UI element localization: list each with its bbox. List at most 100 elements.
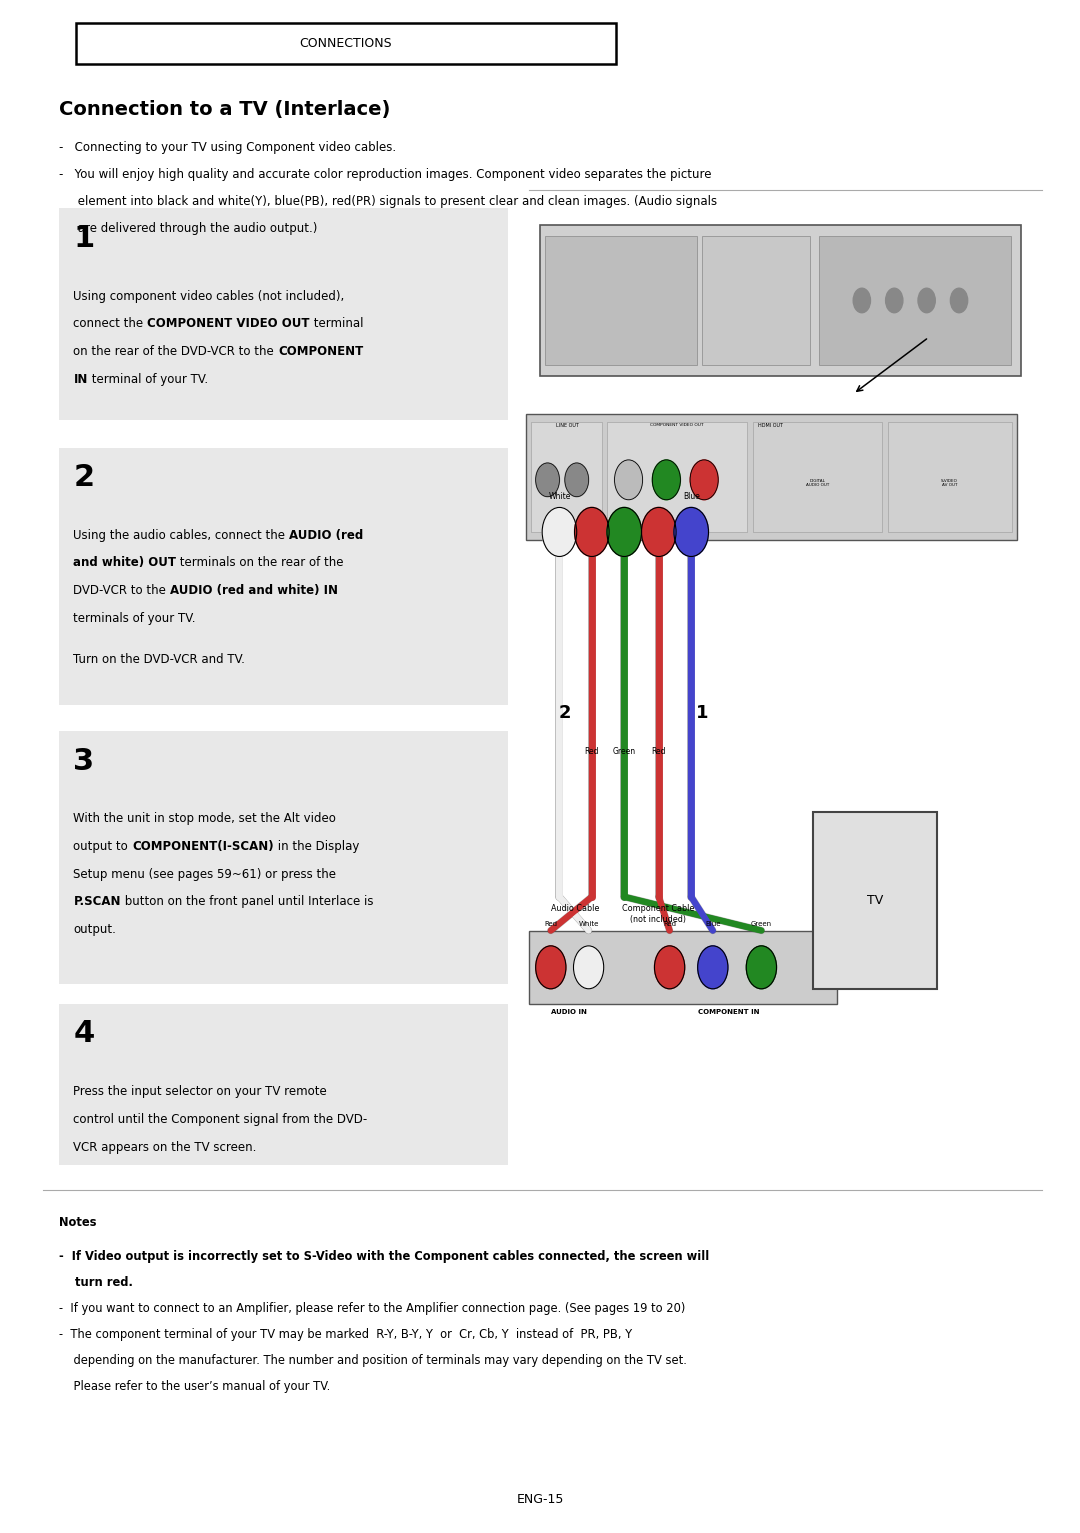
Text: 3: 3 [73,747,95,776]
FancyBboxPatch shape [59,448,508,705]
Circle shape [674,507,708,556]
Text: DIGITAL
AUDIO OUT: DIGITAL AUDIO OUT [806,478,829,487]
Circle shape [642,507,676,556]
Text: COMPONENT VIDEO OUT: COMPONENT VIDEO OUT [650,423,704,428]
Text: terminals on the rear of the: terminals on the rear of the [176,556,343,569]
FancyBboxPatch shape [545,236,697,365]
Text: Green: Green [751,921,772,927]
FancyBboxPatch shape [526,414,1017,540]
FancyBboxPatch shape [529,931,837,1004]
Text: COMPONENT: COMPONENT [278,345,363,357]
Text: 4: 4 [73,1019,95,1049]
Circle shape [950,288,968,313]
Circle shape [690,460,718,500]
Text: Red: Red [663,921,676,927]
FancyBboxPatch shape [59,208,508,420]
Text: terminal of your TV.: terminal of your TV. [87,373,208,385]
FancyBboxPatch shape [702,236,810,365]
FancyBboxPatch shape [607,422,747,532]
Text: ENG-15: ENG-15 [516,1493,564,1505]
Text: With the unit in stop mode, set the Alt video: With the unit in stop mode, set the Alt … [73,812,336,825]
Text: button on the front panel until Interlace is: button on the front panel until Interlac… [121,895,374,908]
Text: IN: IN [73,373,87,385]
Text: depending on the manufacturer. The number and position of terminals may vary dep: depending on the manufacturer. The numbe… [59,1354,687,1367]
Circle shape [565,463,589,497]
Text: connect the: connect the [73,317,147,330]
Text: -  If Video output is incorrectly set to S-Video with the Component cables conne: - If Video output is incorrectly set to … [59,1249,710,1263]
Text: Red: Red [584,747,599,756]
FancyBboxPatch shape [813,812,937,989]
Text: and white) OUT: and white) OUT [73,556,176,569]
Text: 2: 2 [558,704,571,722]
FancyBboxPatch shape [819,236,1011,365]
Text: S-VIDEO
AV OUT: S-VIDEO AV OUT [941,478,958,487]
Text: Press the input selector on your TV remote: Press the input selector on your TV remo… [73,1085,327,1098]
Text: VCR appears on the TV screen.: VCR appears on the TV screen. [73,1141,257,1153]
Text: Using the audio cables, connect the: Using the audio cables, connect the [73,529,289,541]
Text: on the rear of the DVD-VCR to the: on the rear of the DVD-VCR to the [73,345,278,357]
FancyBboxPatch shape [59,1004,508,1165]
Circle shape [853,288,870,313]
Text: in the Display: in the Display [273,840,359,852]
Text: terminals of your TV.: terminals of your TV. [73,612,195,624]
Circle shape [886,288,903,313]
Circle shape [607,507,642,556]
Text: Please refer to the user’s manual of your TV.: Please refer to the user’s manual of you… [59,1380,330,1393]
Text: AUDIO (red: AUDIO (red [289,529,364,541]
Circle shape [654,946,685,989]
FancyBboxPatch shape [76,23,616,64]
Circle shape [698,946,728,989]
Text: Audio Cable: Audio Cable [552,904,599,914]
Text: AUDIO (red and white) IN: AUDIO (red and white) IN [170,584,338,596]
Text: White: White [579,921,598,927]
Text: Using component video cables (not included),: Using component video cables (not includ… [73,290,345,302]
Text: Connection to a TV (Interlace): Connection to a TV (Interlace) [59,100,391,118]
Text: COMPONENT VIDEO OUT: COMPONENT VIDEO OUT [147,317,310,330]
FancyBboxPatch shape [59,731,508,984]
Circle shape [746,946,777,989]
Text: Blue: Blue [683,492,700,501]
FancyBboxPatch shape [531,422,602,532]
Text: DVD-VCR to the: DVD-VCR to the [73,584,170,596]
Text: 1: 1 [696,704,708,722]
Text: COMPONENT(I-SCAN): COMPONENT(I-SCAN) [132,840,273,852]
Text: Red: Red [544,921,557,927]
Text: control until the Component signal from the DVD-: control until the Component signal from … [73,1113,367,1125]
Text: output.: output. [73,923,117,935]
Text: Green: Green [612,747,636,756]
Text: Setup menu (see pages 59~61) or press the: Setup menu (see pages 59~61) or press th… [73,868,337,880]
Circle shape [918,288,935,313]
Circle shape [615,460,643,500]
Text: COMPONENT IN: COMPONENT IN [699,1009,759,1015]
Text: -   Connecting to your TV using Component video cables.: - Connecting to your TV using Component … [59,141,396,153]
Text: Blue: Blue [705,921,720,927]
Circle shape [652,460,680,500]
Text: TV: TV [867,894,883,908]
Text: -   You will enjoy high quality and accurate color reproduction images. Componen: - You will enjoy high quality and accura… [59,169,712,181]
Text: White: White [549,492,570,501]
Circle shape [536,946,566,989]
Text: -  The component terminal of your TV may be marked  R-Y, B-Y, Y  or  Cr, Cb, Y  : - The component terminal of your TV may … [59,1328,633,1341]
Text: Turn on the DVD-VCR and TV.: Turn on the DVD-VCR and TV. [73,653,245,665]
Text: Component Cable
(not included): Component Cable (not included) [621,904,694,924]
Text: terminal: terminal [310,317,363,330]
Circle shape [573,946,604,989]
Text: are delivered through the audio output.): are delivered through the audio output.) [59,221,318,235]
Text: HDMI OUT: HDMI OUT [758,423,783,428]
Text: P.SCAN: P.SCAN [73,895,121,908]
Text: turn red.: turn red. [59,1275,133,1289]
Text: 2: 2 [73,463,95,492]
Text: 1: 1 [73,224,95,253]
FancyBboxPatch shape [888,422,1012,532]
Text: AUDIO IN: AUDIO IN [551,1009,588,1015]
Circle shape [542,507,577,556]
Text: Red: Red [651,747,666,756]
Text: output to: output to [73,840,132,852]
FancyBboxPatch shape [753,422,882,532]
Text: Notes: Notes [59,1216,97,1228]
Circle shape [575,507,609,556]
Text: element into black and white(Y), blue(PB), red(PR) signals to present clear and : element into black and white(Y), blue(PB… [59,195,717,207]
Text: CONNECTIONS: CONNECTIONS [299,37,392,51]
FancyBboxPatch shape [540,225,1021,376]
Circle shape [536,463,559,497]
